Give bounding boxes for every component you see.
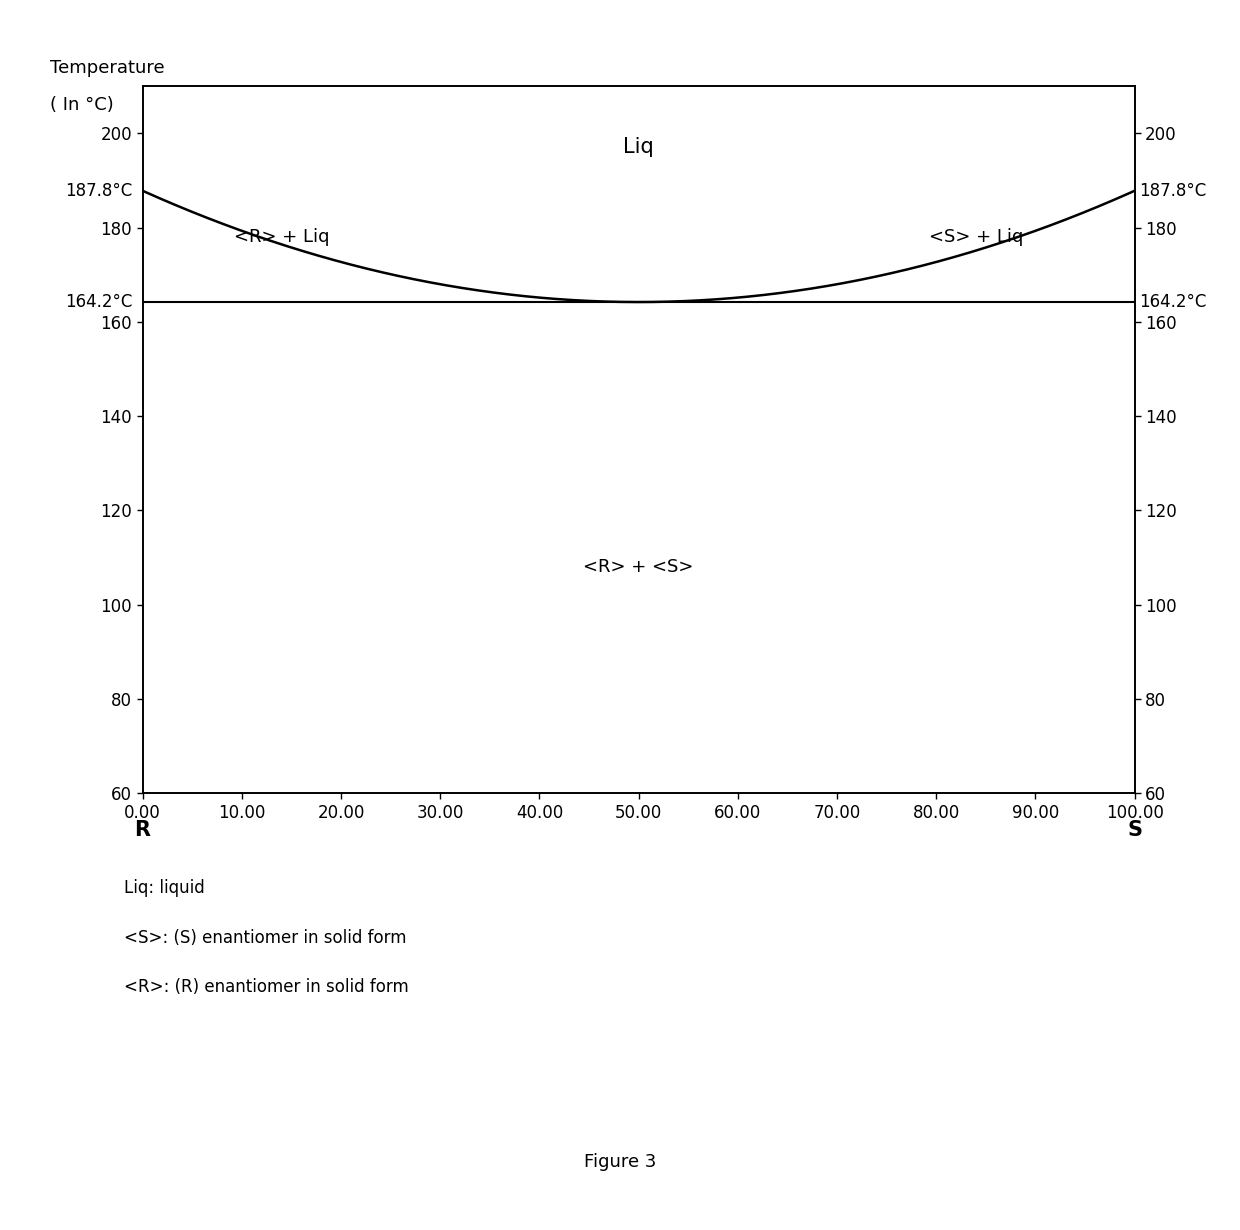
- Text: 164.2°C: 164.2°C: [1140, 293, 1207, 311]
- Text: Figure 3: Figure 3: [584, 1154, 656, 1171]
- Text: <S>: (S) enantiomer in solid form: <S>: (S) enantiomer in solid form: [124, 929, 407, 947]
- Text: 187.8°C: 187.8°C: [66, 182, 133, 199]
- Text: Temperature: Temperature: [50, 59, 164, 76]
- Text: <R>: (R) enantiomer in solid form: <R>: (R) enantiomer in solid form: [124, 978, 409, 996]
- Text: ( In °C): ( In °C): [50, 96, 113, 113]
- Text: R: R: [135, 820, 150, 840]
- Text: 164.2°C: 164.2°C: [66, 293, 133, 311]
- Text: 187.8°C: 187.8°C: [1140, 182, 1207, 199]
- Text: Liq: liquid: Liq: liquid: [124, 879, 205, 898]
- Text: <R> + Liq: <R> + Liq: [233, 228, 330, 246]
- Text: <S> + Liq: <S> + Liq: [929, 228, 1023, 246]
- Text: Liq: Liq: [624, 138, 653, 157]
- Text: S: S: [1127, 820, 1142, 840]
- Text: <R> + <S>: <R> + <S>: [583, 558, 694, 576]
